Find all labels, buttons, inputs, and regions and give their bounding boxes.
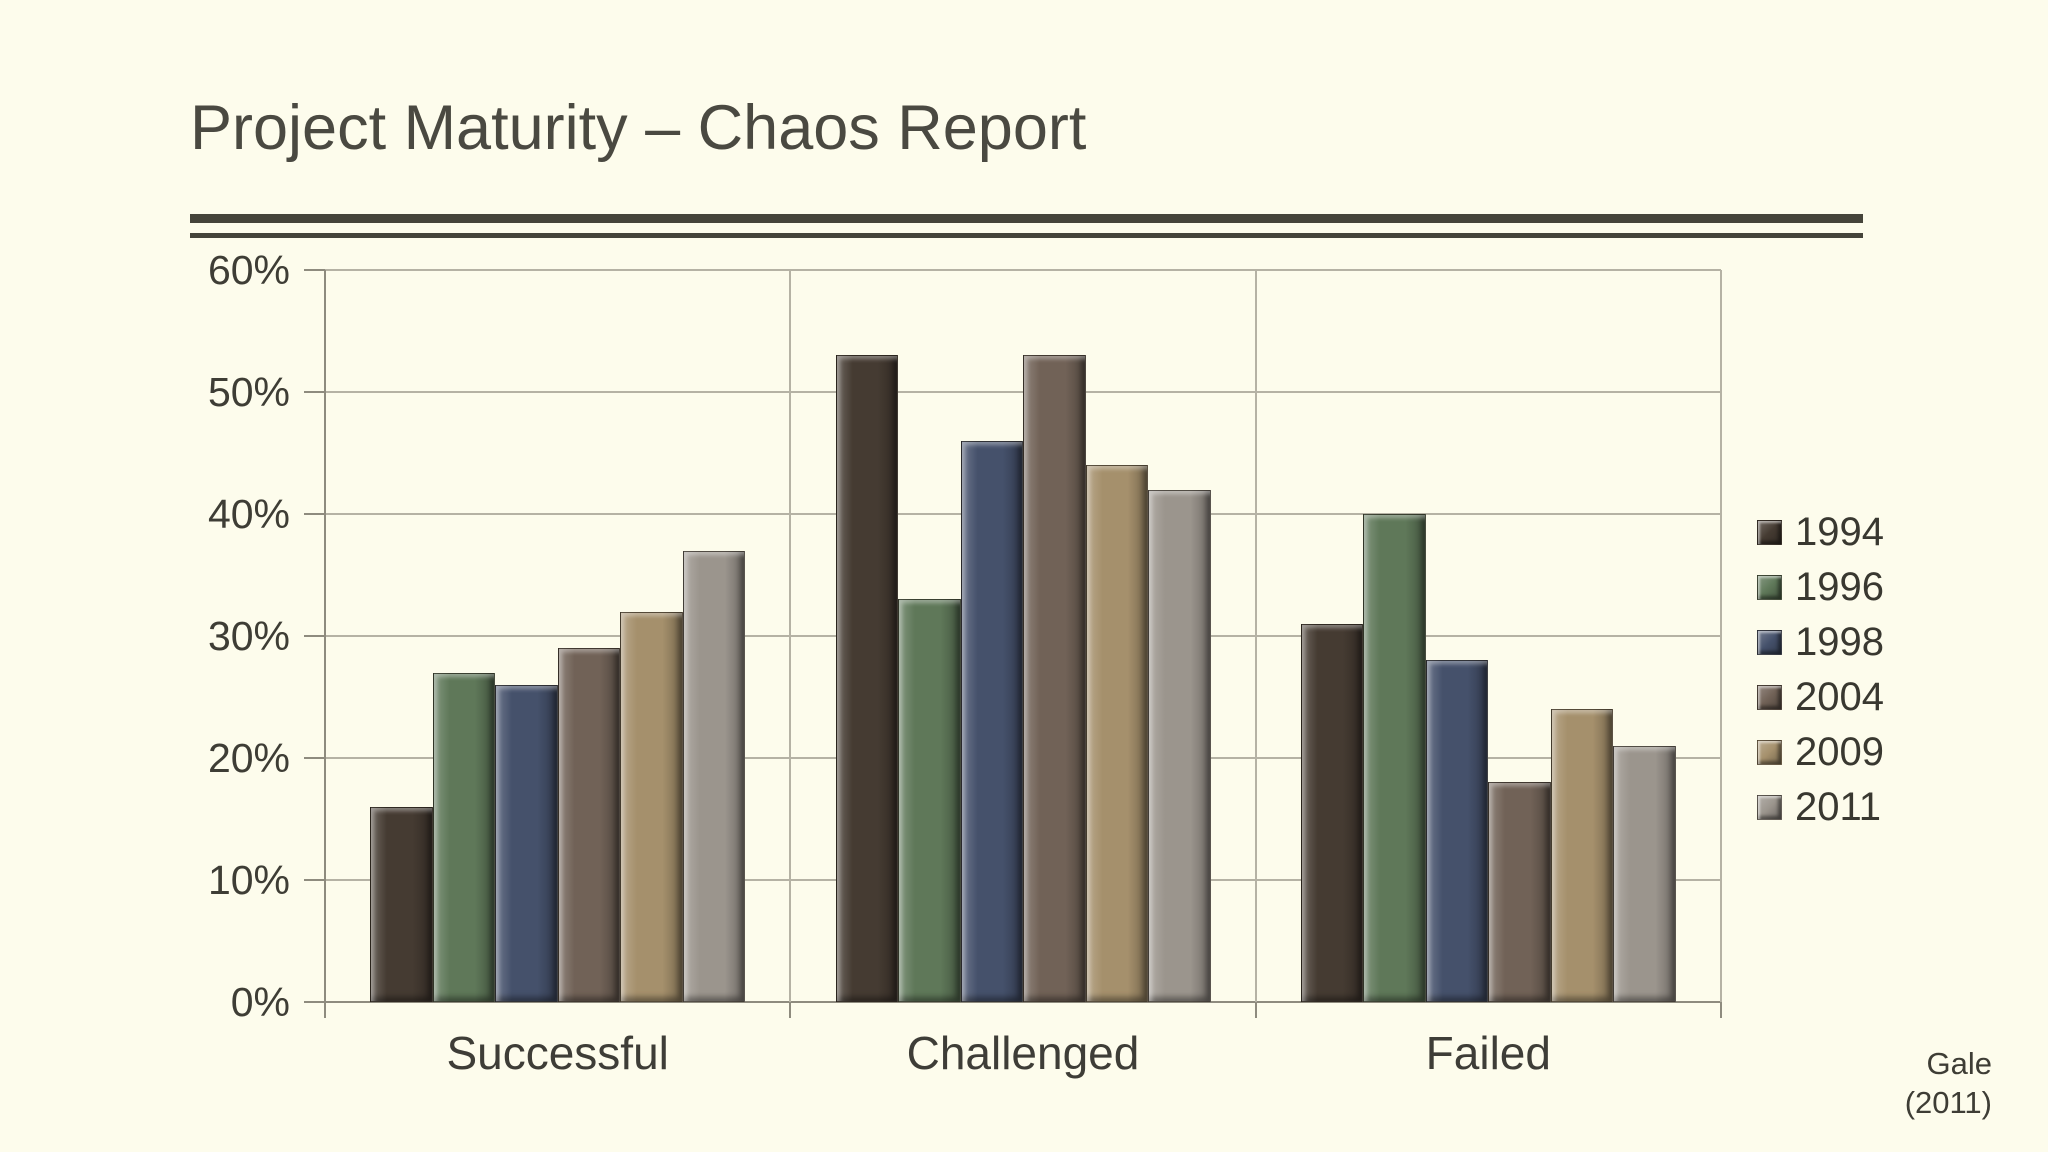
legend-label-2011: 2011	[1795, 785, 1882, 829]
y-axis-tick-20pct	[304, 757, 325, 759]
category-label-failed: Failed	[1425, 1027, 1551, 1079]
legend-item-2009: 2009	[1757, 725, 1884, 780]
category-separator-line	[1254, 270, 1257, 1002]
bar-1996-successful	[432, 672, 496, 1002]
bar-chart-plot-area: 0% 10% 20% 30% 40% 50% 60% Successful Challenged…	[208, 248, 1722, 1079]
y-axis-label-10pct: 10%	[207, 857, 290, 903]
legend-item-1994: 1994	[1757, 505, 1884, 560]
legend-label-2009: 2009	[1795, 730, 1884, 774]
legend-swatch-2004	[1757, 685, 1782, 710]
y-axis-tick-0pct	[304, 1001, 325, 1003]
legend-item-1996: 1996	[1757, 560, 1884, 615]
category-separator-line	[789, 270, 792, 1002]
legend-label-1998: 1998	[1795, 620, 1884, 664]
bar-2009-challenged	[1085, 465, 1149, 1002]
bar-1996-failed	[1363, 514, 1426, 1002]
y-axis-tick-40pct	[304, 513, 325, 515]
bar-2011-failed	[1613, 745, 1676, 1002]
legend-label-1996: 1996	[1795, 565, 1884, 609]
bar-2009-successful	[620, 611, 683, 1002]
x-axis-tick-2	[1254, 1002, 1257, 1018]
legend-swatch-1994	[1757, 520, 1782, 545]
chart-legend: 1994 1996 1998 2004 2009 2011	[1757, 505, 1884, 835]
legend-item-2011: 2011	[1757, 780, 1884, 835]
legend-swatch-1998	[1757, 630, 1782, 655]
source-note: Gale (2011)	[1905, 1044, 1992, 1122]
legend-label-2004: 2004	[1795, 675, 1884, 719]
legend-swatch-1996	[1757, 575, 1782, 600]
y-axis-tick-30pct	[304, 635, 325, 637]
title-underline-thin-line	[190, 233, 1863, 238]
bar-2004-successful	[557, 648, 621, 1002]
y-axis-label-20pct: 20%	[207, 735, 290, 781]
source-note-line1: Gale	[1926, 1046, 1992, 1081]
y-axis-label-30pct: 30%	[207, 613, 290, 659]
x-axis-tick-3	[1720, 1002, 1722, 1018]
bar-1998-successful	[495, 684, 558, 1002]
y-axis-label-40pct: 40%	[207, 491, 290, 537]
y-axis-tick-60pct	[304, 269, 325, 271]
plot-right-border	[1720, 270, 1722, 1002]
bar-1996-challenged	[898, 599, 961, 1002]
category-label-successful: Successful	[446, 1027, 669, 1079]
gridline-60pct	[325, 269, 1721, 271]
legend-swatch-2011	[1757, 795, 1782, 820]
y-axis-label-60pct: 60%	[207, 247, 290, 293]
legend-item-2004: 2004	[1757, 670, 1884, 725]
x-axis-tick-1	[789, 1002, 792, 1018]
y-axis-line	[324, 270, 326, 1002]
gridline-50pct	[325, 391, 1721, 393]
bar-1994-successful	[370, 806, 433, 1002]
bar-2004-failed	[1488, 782, 1551, 1002]
title-underline	[190, 214, 1863, 238]
bar-2011-challenged	[1148, 489, 1211, 1002]
bar-1994-challenged	[835, 355, 899, 1002]
gridline-0pct	[325, 1001, 1721, 1003]
bar-2009-failed	[1550, 709, 1614, 1002]
bar-1998-challenged	[960, 440, 1024, 1002]
y-axis-label-0pct: 0%	[230, 979, 290, 1025]
y-axis-tick-10pct	[304, 879, 325, 881]
bar-2004-challenged	[1023, 355, 1086, 1002]
y-axis-label-50pct: 50%	[207, 369, 290, 415]
bar-1998-failed	[1425, 660, 1489, 1002]
bar-1994-failed	[1300, 623, 1364, 1002]
y-axis-tick-50pct	[304, 391, 325, 393]
x-axis-tick-0	[324, 1002, 326, 1018]
legend-label-1994: 1994	[1795, 510, 1884, 554]
title-underline-thick-line	[190, 214, 1863, 223]
page-title: Project Maturity – Chaos Report	[190, 93, 1087, 163]
source-note-line2: (2011)	[1904, 1085, 1992, 1120]
category-label-challenged: Challenged	[906, 1027, 1140, 1079]
legend-swatch-2009	[1757, 740, 1782, 765]
bar-2011-successful	[682, 550, 746, 1002]
legend-item-1998: 1998	[1757, 615, 1884, 670]
